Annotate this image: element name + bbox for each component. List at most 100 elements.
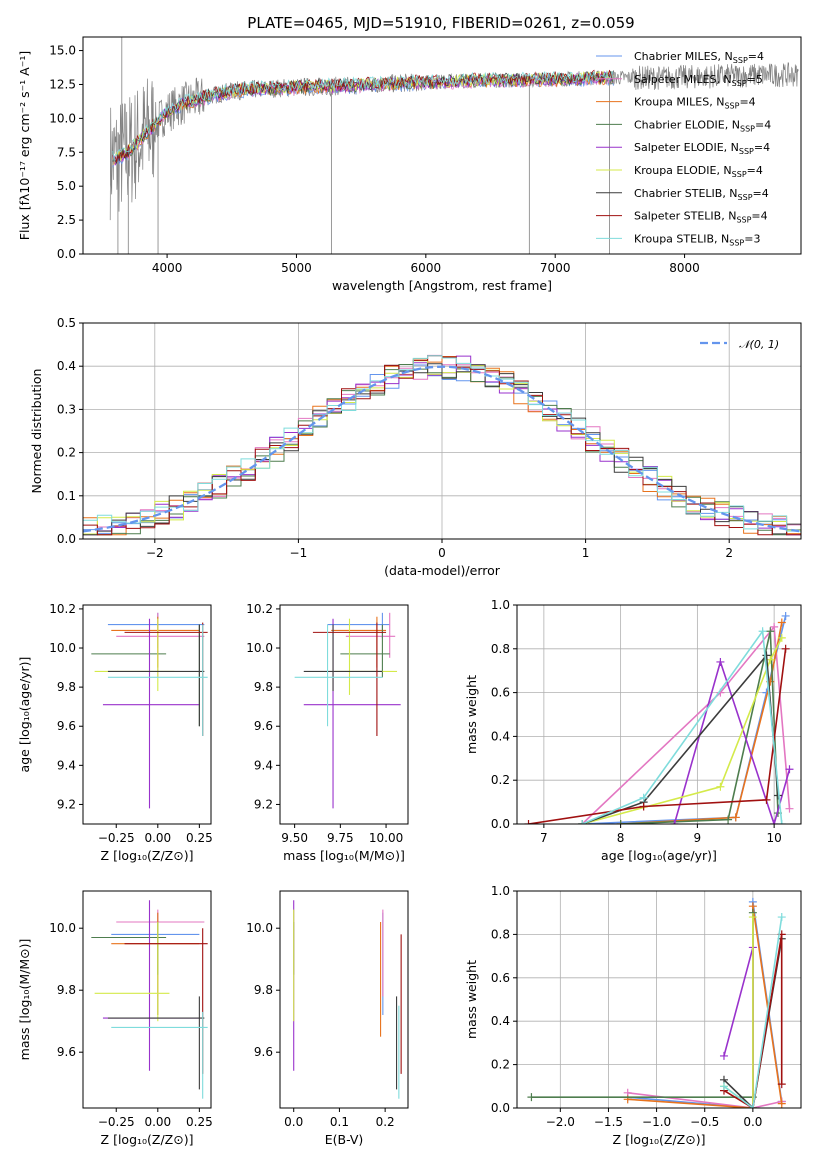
axes-frame <box>82 604 212 825</box>
x-tick-label: 4000 <box>152 261 183 275</box>
legend-eq: = <box>747 164 756 177</box>
x-axis-label: Z [log₁₀(Z/Z⊙)] <box>101 1132 194 1147</box>
y-tick-label: 0.8 <box>491 642 510 656</box>
mass-weight-line <box>723 917 754 1108</box>
mass-weight-marker <box>781 611 790 620</box>
legend-entry: Chabrier ELODIE, NSSP=4 <box>634 118 771 133</box>
mass-weight-line <box>531 912 754 1098</box>
legend-entry: 𝒩(0, 1) <box>739 338 779 351</box>
legend-eq: = <box>748 50 757 63</box>
y-tick-label: 9.8 <box>254 680 273 694</box>
y-tick-label: 0.5 <box>57 316 76 330</box>
errorbar-salpeter-elodie <box>102 900 200 1071</box>
legend-eq: = <box>753 187 762 200</box>
mass-weight-line <box>581 629 783 824</box>
panel-massweight-vs-Z: −2.0 −1.5 −1.0 −0.5 0.0 0.0 0.2 0.4 0.6 0.8 1.0 Z [… <box>464 884 802 1147</box>
x-axis-label: Z [log₁₀(Z/Z⊙)] <box>613 1132 706 1147</box>
mass-weight-marker <box>777 820 786 824</box>
errorbar-chabrier-elodie <box>91 624 200 727</box>
mass-weight-marker <box>731 813 740 822</box>
errorbar-chabrier-stelib <box>303 624 383 692</box>
mass-weight-marker <box>639 802 648 811</box>
y-tick-label: 9.4 <box>57 758 76 772</box>
legend-nssp-prefix: , N <box>716 164 731 177</box>
legend-nssp-prefix: , N <box>721 210 736 223</box>
legend-nssp-prefix: , N <box>714 232 729 245</box>
mass-weight-marker <box>777 913 786 922</box>
plot-area-age-vs-Z <box>91 612 208 809</box>
y-tick-label: 0.2 <box>491 773 510 787</box>
legend-ssp-subscript: SSP <box>738 193 753 202</box>
legend-entry: Kroupa STELIB, NSSP=3 <box>634 232 760 247</box>
y-tick-label: 9.8 <box>254 983 273 997</box>
plot-area-age-vs-mass <box>294 612 401 809</box>
mass-weight-marker <box>719 1082 728 1091</box>
panel-spectrum: 4000 5000 6000 7000 8000 0.0 2.5 5.0 7.5 10.0 12.5… <box>17 36 802 293</box>
y-axis-label: Normed distribution <box>29 369 44 494</box>
y-axis-label: Flux [fλ10⁻¹⁷ erg cm⁻² s⁻¹ A⁻¹] <box>17 51 32 240</box>
x-tick-label: 8 <box>617 831 625 845</box>
legend-nssp-prefix: , N <box>718 50 733 63</box>
y-tick-label: 9.6 <box>57 1045 76 1059</box>
axes-frame <box>82 890 212 1109</box>
mass-weight-marker <box>748 913 757 922</box>
y-tick-label: 9.8 <box>57 680 76 694</box>
legend-ssp-subscript: SSP <box>729 238 744 247</box>
legend-eq: = <box>739 96 748 109</box>
mass-weight-marker <box>748 1104 757 1108</box>
x-tick-label: 0.0 <box>284 1115 303 1129</box>
legend-nssp-prefix: , N <box>722 187 737 200</box>
legend-entry: Salpeter ELODIE, NSSP=4 <box>634 141 770 156</box>
mass-weight-marker <box>777 1080 786 1089</box>
mass-weight-line <box>620 622 783 824</box>
figure-title: PLATE=0465, MJD=51910, FIBERID=0261, z=0… <box>247 14 634 32</box>
mass-weight-marker <box>770 820 779 824</box>
y-tick-label: 9.4 <box>254 758 273 772</box>
mass-weight-marker <box>781 644 790 653</box>
legend-nssp-value: 4 <box>756 164 763 177</box>
mass-weight-marker <box>777 618 786 627</box>
mass-weight-marker <box>777 1099 786 1108</box>
axes-frame <box>516 890 802 1109</box>
plot-area-residuals <box>83 354 801 536</box>
x-tick-label: −2.0 <box>546 1115 575 1129</box>
mass-weight-marker <box>716 657 725 666</box>
y-tick-label: 10.0 <box>49 111 76 125</box>
x-tick-label: 0.25 <box>186 1115 213 1129</box>
x-tick-label: 0.2 <box>376 1115 395 1129</box>
y-tick-label: 0.4 <box>491 1014 510 1028</box>
y-axis-label: mass [log₁₀(M/M⊙)] <box>17 939 32 1061</box>
legend-nssp-value: 5 <box>756 73 763 86</box>
plot-area-spectrum <box>109 37 799 254</box>
x-tick-label: 9.50 <box>281 831 308 845</box>
x-axis-label: wavelength [Angstrom, rest frame] <box>332 278 552 293</box>
y-tick-label: 10.0 <box>49 641 76 655</box>
mass-weight-line <box>581 653 779 824</box>
legend-nssp-prefix: , N <box>716 73 731 86</box>
legend-ssp-subscript: SSP <box>732 79 747 88</box>
residual-histogram <box>83 355 801 532</box>
axes-frame <box>279 604 409 825</box>
x-tick-label: 2 <box>725 546 733 560</box>
y-tick-label: 0.8 <box>491 927 510 941</box>
x-tick-label: −0.5 <box>690 1115 719 1129</box>
panel-residuals: −2 −1 0 1 2 0.0 0.1 0.2 0.3 0.4 0.5 (data-model)/er… <box>29 316 802 578</box>
mass-weight-marker <box>716 782 725 791</box>
y-axis-label: mass weight <box>464 960 479 1039</box>
errorbar-chabrier-miles <box>327 612 390 639</box>
mass-weight-marker <box>762 651 771 660</box>
plot-area-massweight-vs-Z <box>527 897 786 1108</box>
errorbar-salpeter-miles <box>116 909 205 997</box>
x-tick-label: 0.00 <box>144 1115 171 1129</box>
errorbar-salpeter-stelib <box>312 622 387 737</box>
legend-model-name: Kroupa ELODIE <box>634 164 716 177</box>
y-tick-label: 0.1 <box>57 489 76 503</box>
y-tick-label: 0.6 <box>491 686 510 700</box>
y-tick-label: 10.0 <box>49 921 76 935</box>
legend-nssp-value: 4 <box>757 50 764 63</box>
x-tick-label: 7 <box>540 831 548 845</box>
legend-model-name: Salpeter ELODIE <box>634 141 724 154</box>
y-tick-label: 1.0 <box>491 884 510 898</box>
legend-nssp-prefix: , N <box>724 141 739 154</box>
